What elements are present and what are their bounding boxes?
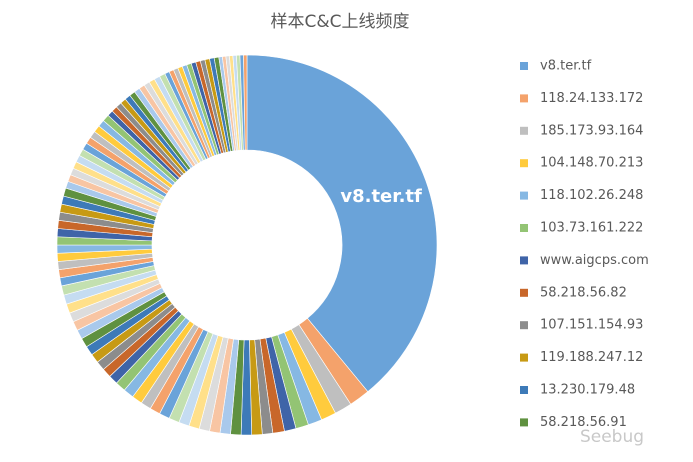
legend-label: 13.230.179.48 xyxy=(540,383,635,398)
legend-label: 118.24.133.172 xyxy=(540,91,643,106)
legend-label: 103.73.161.222 xyxy=(540,221,643,236)
legend-label: 58.218.56.82 xyxy=(540,285,627,300)
legend-label: 58.218.56.91 xyxy=(540,415,627,430)
chart-title: 样本C&C上线频度 xyxy=(271,12,410,32)
slice xyxy=(243,54,248,151)
data-label: v8.ter.tf xyxy=(340,186,422,207)
legend-label: 185.173.93.164 xyxy=(540,123,643,138)
legend-label: www.aigcps.com xyxy=(540,253,649,268)
legend-swatch xyxy=(520,418,528,427)
legend-label: v8.ter.tf xyxy=(540,59,592,74)
legend-swatch xyxy=(520,126,528,135)
legend-label: 104.148.70.213 xyxy=(540,156,643,171)
legend-swatch xyxy=(520,224,528,232)
legend-swatch xyxy=(520,386,528,394)
donut: v8.ter.tf xyxy=(56,54,438,436)
legend-swatch xyxy=(520,94,528,103)
legend-swatch xyxy=(520,288,528,297)
slice xyxy=(246,54,438,393)
legend-label: 118.102.26.248 xyxy=(540,188,643,203)
legend-swatch xyxy=(520,256,528,265)
legend-swatch xyxy=(520,159,528,168)
legend-label: 107.151.154.93 xyxy=(540,318,643,333)
watermark: Seebug xyxy=(580,427,644,447)
legend-swatch xyxy=(520,321,528,330)
legend-swatch xyxy=(520,62,528,70)
legend-swatch xyxy=(520,353,528,362)
legend: v8.ter.tf 118.24.133.172 185.173.93.164 104… xyxy=(520,59,649,430)
legend-label: 119.188.247.12 xyxy=(540,350,643,365)
legend-swatch xyxy=(520,191,528,200)
